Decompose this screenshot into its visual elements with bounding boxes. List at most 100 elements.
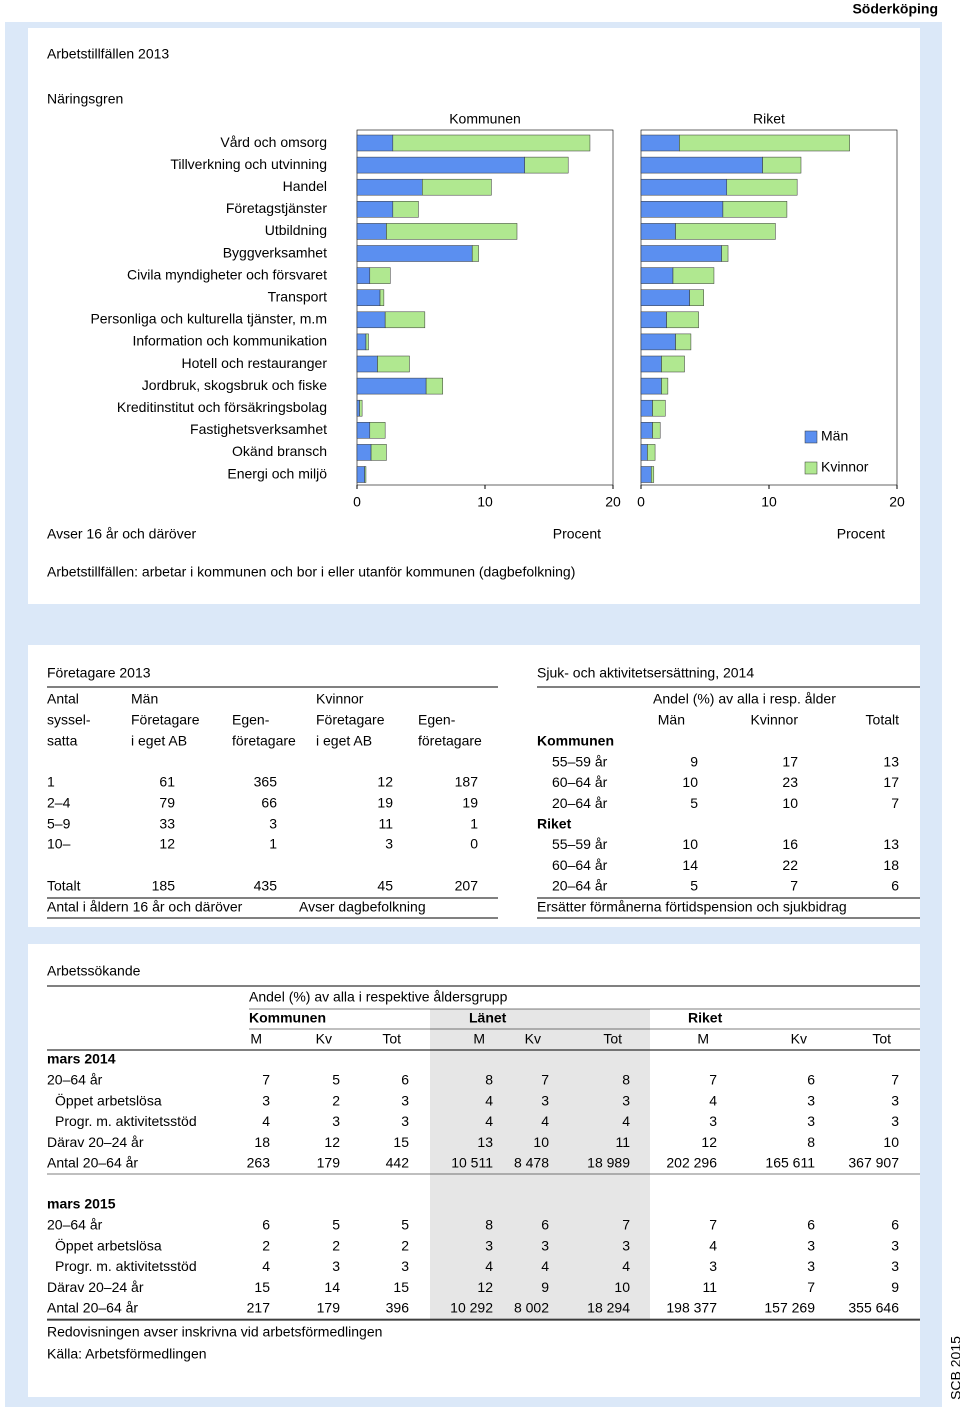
bar — [425, 377, 444, 395]
row-label: 1 — [47, 774, 55, 790]
cell: 10 — [782, 795, 798, 811]
bar — [356, 399, 360, 417]
cell: 45 — [377, 878, 393, 894]
subtitle: Andel (%) av alla i respektive åldersgru… — [249, 989, 508, 1005]
cell: 10 — [682, 836, 698, 852]
row-label: Öppet arbetslösa — [55, 1091, 162, 1108]
cell: 1 — [470, 816, 478, 832]
cell: 3 — [709, 1113, 717, 1129]
row-label: 20–64 år — [552, 795, 608, 811]
bar — [640, 201, 724, 218]
cell: 198 377 — [666, 1300, 717, 1316]
bar — [471, 245, 479, 262]
category-label: Personliga och kulturella tjänster, m.m — [90, 311, 327, 327]
cell: 9 — [541, 1279, 549, 1295]
cell: 22 — [782, 857, 798, 873]
bar — [675, 333, 692, 351]
region-label: Länet — [469, 1010, 507, 1026]
bar — [640, 422, 653, 439]
cell: 9 — [690, 753, 698, 769]
cell: 3 — [807, 1092, 815, 1108]
column-label: Företagare — [316, 712, 385, 728]
cell: 8 — [807, 1134, 815, 1150]
cell: 3 — [891, 1237, 899, 1253]
bar — [356, 422, 371, 439]
cell: 367 907 — [848, 1155, 899, 1171]
municipality: Söderköping — [852, 1, 938, 17]
cell: 6 — [891, 878, 899, 894]
row-label: Totalt — [47, 878, 81, 894]
category-label: Information och kommunikation — [132, 333, 327, 349]
cell: 5 — [332, 1072, 340, 1088]
cell: 187 — [455, 774, 479, 790]
group-label: Män — [131, 691, 158, 707]
cell: 2 — [262, 1237, 270, 1253]
cell: 14 — [682, 857, 698, 873]
cell: 3 — [891, 1092, 899, 1108]
note: Antal i åldern 16 år och däröver — [47, 899, 243, 915]
region-label: Kommunen — [249, 1010, 326, 1026]
row-label: 20–64 år — [47, 1072, 103, 1088]
cell: 3 — [332, 1113, 340, 1129]
cell: 3 — [622, 1092, 630, 1108]
cell: 435 — [254, 878, 278, 894]
note: Redovisningen avser inskrivna vid arbets… — [47, 1324, 382, 1340]
cell: 7 — [709, 1217, 717, 1233]
cell: 217 — [247, 1300, 271, 1316]
column-label: Totalt — [866, 712, 900, 728]
cell: 10 — [614, 1279, 630, 1295]
cell: 3 — [807, 1237, 815, 1253]
cell: 17 — [782, 753, 798, 769]
cell: 8 002 — [514, 1300, 549, 1316]
cell: 11 — [615, 1134, 630, 1150]
bar — [666, 311, 699, 329]
cell: 4 — [262, 1113, 270, 1129]
bar — [640, 134, 680, 152]
cell: 3 — [401, 1092, 409, 1108]
row-label: 2–4 — [47, 795, 71, 811]
row-label: Därav 20–24 år — [47, 1134, 144, 1150]
bar — [359, 399, 363, 417]
category-label: Kreditinstitut och försäkringsbolag — [117, 399, 327, 415]
cell: 6 — [807, 1217, 815, 1233]
bar — [640, 355, 662, 373]
period-label: mars 2015 — [47, 1196, 116, 1212]
x-tick-label: 10 — [761, 494, 777, 510]
bar — [722, 201, 788, 218]
card — [28, 645, 920, 927]
cell: 18 — [254, 1134, 270, 1150]
cell: 6 — [891, 1217, 899, 1233]
cell: 3 — [401, 1113, 409, 1129]
column-label: satta — [47, 733, 78, 749]
cell: 18 989 — [587, 1155, 630, 1171]
row-label: Antal 20–64 år — [47, 1155, 138, 1171]
cell: 13 — [477, 1134, 493, 1150]
cell: 3 — [807, 1258, 815, 1274]
column-label: Män — [658, 712, 685, 728]
bar — [356, 333, 367, 351]
cell: 4 — [622, 1258, 630, 1274]
column-shade — [430, 1009, 650, 1320]
column-label: Tot — [382, 1031, 401, 1047]
region-label: Riket — [688, 1010, 723, 1026]
group-label: Antal — [47, 691, 79, 707]
row-label: 55–59 år — [552, 753, 608, 769]
cell: 13 — [883, 836, 899, 852]
cell: 4 — [709, 1092, 717, 1108]
cell: 12 — [324, 1134, 340, 1150]
cell: 7 — [541, 1072, 549, 1088]
cell: 2 — [332, 1092, 340, 1108]
cell: 11 — [378, 816, 393, 832]
bar — [379, 289, 385, 306]
cell: 5 — [690, 795, 698, 811]
cell: 10 — [883, 1134, 899, 1150]
row-label: 60–64 år — [552, 774, 608, 790]
cell: 3 — [485, 1237, 493, 1253]
category-label: Handel — [283, 178, 327, 194]
cell: 0 — [470, 836, 478, 852]
bar — [679, 134, 850, 152]
cell: 5 — [401, 1217, 409, 1233]
bar — [356, 134, 394, 152]
column-label: Tot — [603, 1031, 622, 1047]
row-label: 55–59 år — [552, 836, 608, 852]
